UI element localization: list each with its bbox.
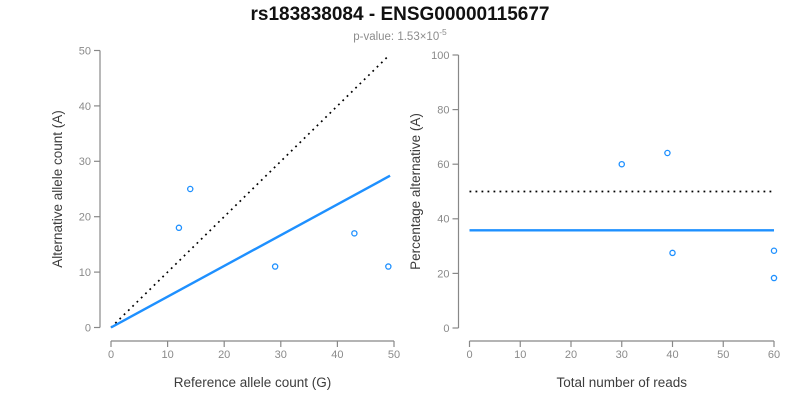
x-tick-label: 30 [616,349,628,361]
p-value-exponent: -5 [439,27,447,37]
x-tick-label: 0 [108,349,114,361]
identity-line [110,55,389,329]
data-point [770,274,778,282]
x-tick-label: 0 [466,349,472,361]
chart-title: rs183838084 - ENSG00000115677 [250,4,550,25]
x-tick-label: 20 [565,349,577,361]
x-tick-label: 30 [275,349,287,361]
x-tick-label: 10 [514,349,526,361]
x-axis-title: Total number of reads [556,375,687,390]
y-tick-label: 60 [437,159,449,171]
y-tick-label: 100 [431,50,449,62]
x-tick-label: 10 [161,349,173,361]
data-point [385,263,392,270]
y-tick-label: 20 [79,212,91,224]
x-tick-label: 50 [717,349,729,361]
x-tick-label: 50 [388,349,400,361]
y-axis-title: Percentage alternative (A) [408,113,423,270]
data-point [186,185,194,193]
y-tick-label: 40 [79,101,91,113]
y-tick-label: 0 [443,323,449,335]
data-point [664,149,671,157]
data-point [175,224,183,232]
x-tick-label: 60 [768,349,780,361]
x-tick-label: 40 [666,349,678,361]
x-tick-label: 40 [331,349,343,361]
fit-line [110,174,391,329]
p-value-text: p-value: 1.53×10 [353,30,440,43]
y-axis-title: Alternative allele count (A) [50,110,65,268]
y-tick-label: 50 [79,45,91,57]
x-axis-title: Reference allele count (G) [174,375,332,390]
y-tick-label: 20 [437,268,449,280]
data-point [770,247,778,254]
data-point [271,263,279,270]
data-point [618,160,626,168]
data-point [669,249,676,257]
data-point [351,230,358,237]
y-tick-label: 80 [437,104,449,116]
y-tick-label: 30 [79,156,91,168]
p-value-label: p-value: 1.53×10-5 [0,27,800,43]
x-tick-label: 20 [218,349,230,361]
y-tick-label: 0 [85,322,91,334]
y-tick-label: 40 [437,214,449,226]
y-tick-label: 10 [79,267,91,279]
